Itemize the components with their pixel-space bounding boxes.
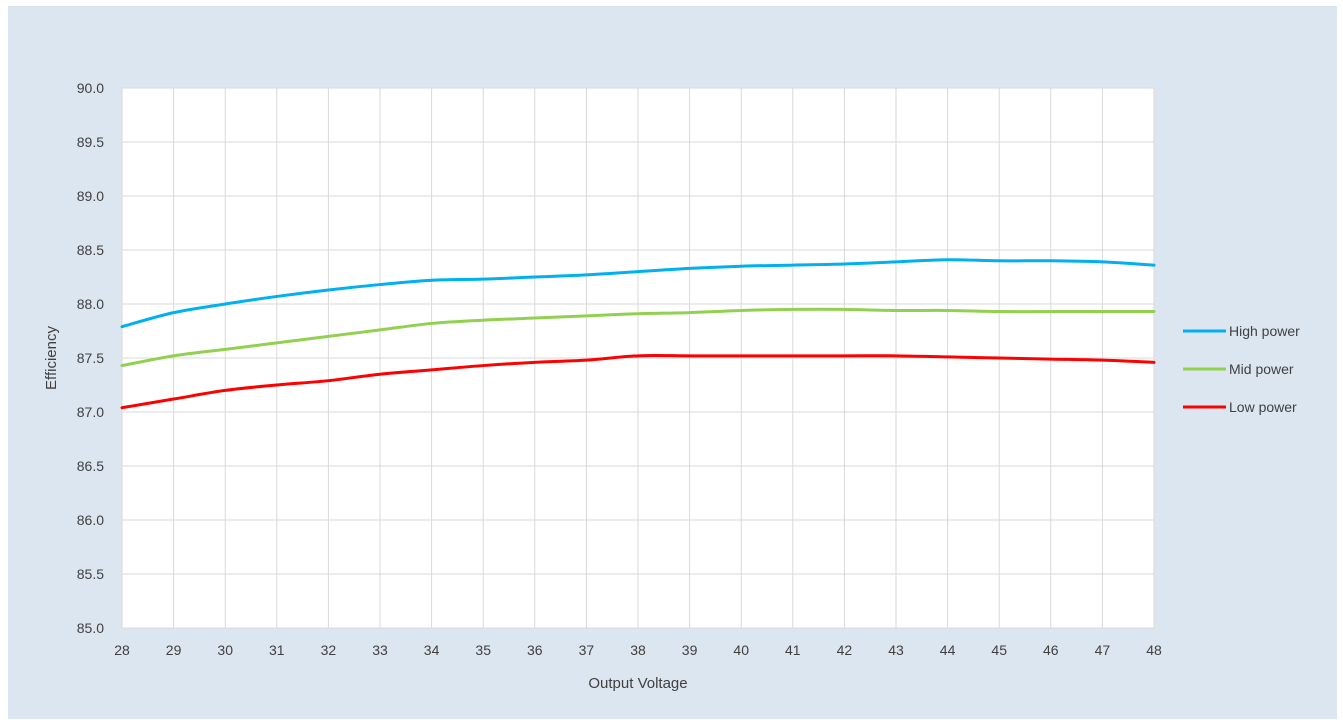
y-tick-label: 85.5	[77, 566, 104, 582]
y-tick-label: 86.0	[77, 512, 104, 528]
x-tick-label: 47	[1095, 642, 1111, 658]
x-tick-label: 41	[785, 642, 801, 658]
x-tick-label: 31	[269, 642, 285, 658]
x-tick-label: 32	[321, 642, 337, 658]
series-lines	[120, 258, 1156, 410]
series-line-high-power	[120, 258, 1156, 329]
legend-label-low-power: Low power	[1229, 399, 1297, 415]
y-tick-label: 87.5	[77, 350, 104, 366]
x-tick-label: 40	[733, 642, 749, 658]
y-tick-label: 85.0	[77, 620, 104, 636]
x-tick-label: 42	[837, 642, 853, 658]
x-tick-label: 46	[1043, 642, 1059, 658]
x-tick-label: 43	[888, 642, 904, 658]
y-axis-title: Efficiency	[43, 326, 60, 390]
x-tick-label: 38	[630, 642, 646, 658]
x-tick-label: 29	[166, 642, 182, 658]
x-tick-label: 28	[114, 642, 130, 658]
x-tick-label: 30	[217, 642, 233, 658]
y-axis-ticks: 85.0 85.5 86.0 86.5 87.0 87.5 88.0 88.5 89.0 89.5…	[77, 80, 104, 636]
y-tick-label: 89.5	[77, 134, 104, 150]
x-tick-label: 33	[372, 642, 388, 658]
x-tick-label: 35	[475, 642, 491, 658]
y-tick-label: 90.0	[77, 80, 104, 96]
x-tick-label: 39	[682, 642, 698, 658]
x-axis-ticks: 28 29 30 31 32 33 34 35 36 37 38 39 40 41 42 43 44 45 46 47…	[114, 642, 1162, 658]
y-tick-label: 88.5	[77, 242, 104, 258]
x-tick-label: 45	[991, 642, 1007, 658]
x-tick-label: 34	[424, 642, 440, 658]
y-tick-label: 88.0	[77, 296, 104, 312]
y-tick-label: 89.0	[77, 188, 104, 204]
x-tick-label: 48	[1146, 642, 1162, 658]
y-tick-label: 87.0	[77, 404, 104, 420]
legend-label-high-power: High power	[1229, 323, 1300, 339]
legend-label-mid-power: Mid power	[1229, 361, 1294, 377]
series-line-mid-power	[120, 307, 1156, 368]
x-tick-label: 36	[527, 642, 543, 658]
x-tick-label: 37	[579, 642, 595, 658]
x-tick-label: 44	[940, 642, 956, 658]
series-line-low-power	[120, 354, 1156, 410]
y-tick-label: 86.5	[77, 458, 104, 474]
legend: High power Mid power Low power	[1183, 323, 1300, 415]
x-axis-title: Output Voltage	[588, 675, 687, 692]
